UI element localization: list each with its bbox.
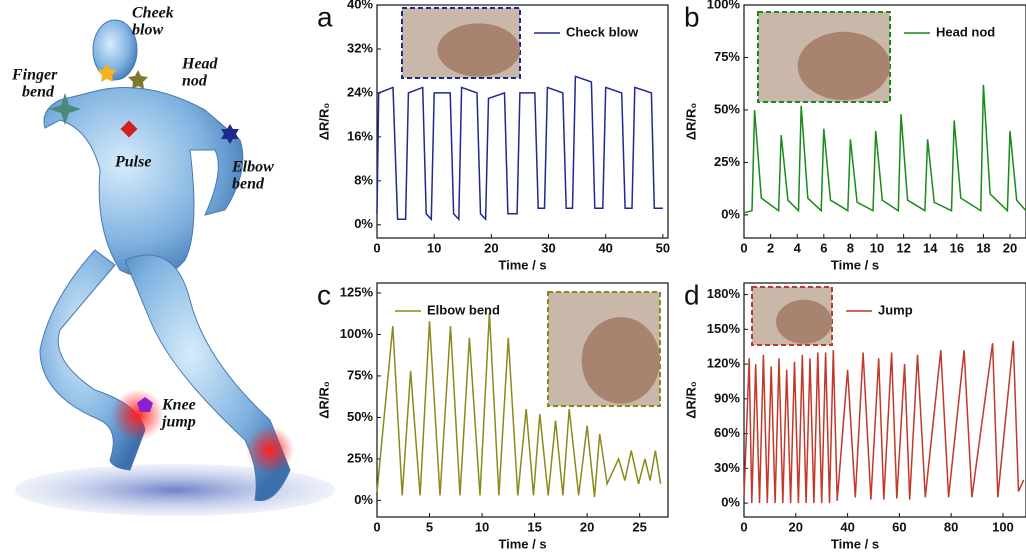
x-tick-label: 0 xyxy=(740,240,747,255)
x-tick-label: 8 xyxy=(847,240,854,255)
panel: 0 5 10 15 20 25 0% 25% 50% 75% 100% 125% Time / s ΔR/… xyxy=(316,279,669,551)
x-axis-label: Time / s xyxy=(498,257,546,272)
x-axis-label: Time / s xyxy=(831,257,879,272)
body-label: Knee xyxy=(161,397,196,414)
legend-label: Elbow bend xyxy=(427,302,500,317)
x-axis-label: Time / s xyxy=(831,536,879,551)
x-tick-label: 10 xyxy=(870,240,884,255)
x-tick-label: 14 xyxy=(923,240,938,255)
legend-label: Jump xyxy=(878,302,913,317)
body-label: blow xyxy=(132,22,163,39)
panel: 0 10 20 30 40 50 0% 8% 16% 24% 32% 40% Time / s ΔR/R₀… xyxy=(316,0,670,272)
inset-photo-subject xyxy=(797,31,890,101)
inset-photo-subject xyxy=(776,299,832,344)
x-tick-label: 10 xyxy=(427,240,441,255)
x-tick-label: 20 xyxy=(580,519,594,534)
body-label: Finger xyxy=(11,67,58,84)
y-tick-label: 60% xyxy=(714,425,740,440)
legend-label: Check blow xyxy=(566,24,639,39)
plot-frame xyxy=(743,4,1026,239)
y-tick-label: 50% xyxy=(714,101,740,116)
panel-label: d xyxy=(684,279,700,310)
panel: 0 2 4 6 8 10 12 14 16 18 20 0% 25% 50% 75% 100% Time / s… xyxy=(683,0,1026,272)
y-axis-label: ΔR/R₀ xyxy=(316,103,331,141)
data-line xyxy=(376,312,662,498)
x-tick-label: 16 xyxy=(950,240,964,255)
x-tick-label: 0 xyxy=(373,240,380,255)
y-tick-label: 40% xyxy=(347,0,373,11)
y-tick-label: 0% xyxy=(354,216,373,231)
y-tick-label: 0% xyxy=(721,495,740,510)
body-label: Pulse xyxy=(114,154,151,171)
data-line xyxy=(743,340,1025,504)
body-label: nod xyxy=(182,73,208,90)
body-label: Head xyxy=(181,56,219,73)
y-tick-label: 125% xyxy=(340,284,374,299)
x-axis-label: Time / s xyxy=(498,536,546,551)
y-tick-label: 75% xyxy=(714,49,740,64)
y-tick-label: 100% xyxy=(340,326,374,341)
x-tick-label: 0 xyxy=(740,519,747,534)
y-tick-label: 50% xyxy=(347,409,373,424)
y-axis-label: ΔR/R₀ xyxy=(683,103,698,141)
data-line xyxy=(376,75,663,222)
runner-illustration xyxy=(15,19,335,516)
x-tick-label: 50 xyxy=(656,240,670,255)
y-axis-label: ΔR/R₀ xyxy=(316,381,331,419)
body-label: jump xyxy=(159,414,196,431)
x-tick-label: 40 xyxy=(598,240,612,255)
y-tick-label: 90% xyxy=(714,390,740,405)
y-tick-label: 32% xyxy=(347,40,373,55)
legend-label: Head nod xyxy=(936,24,995,39)
x-tick-label: 6 xyxy=(820,240,827,255)
panel-label: a xyxy=(317,1,333,32)
x-tick-label: 25 xyxy=(632,519,646,534)
plot-frame xyxy=(376,282,669,518)
x-tick-label: 18 xyxy=(976,240,990,255)
x-tick-label: 4 xyxy=(794,240,802,255)
y-tick-label: 8% xyxy=(354,172,373,187)
y-tick-label: 0% xyxy=(721,206,740,221)
x-tick-label: 60 xyxy=(892,519,906,534)
plot-frame xyxy=(376,4,669,239)
y-tick-label: 120% xyxy=(707,356,741,371)
y-tick-label: 75% xyxy=(347,367,373,382)
x-tick-label: 20 xyxy=(1003,240,1017,255)
x-tick-label: 40 xyxy=(840,519,854,534)
x-tick-label: 5 xyxy=(426,519,433,534)
body-label: Elbow xyxy=(231,159,274,176)
inset-photo-subject xyxy=(581,317,660,404)
x-tick-label: 15 xyxy=(527,519,541,534)
plot-frame xyxy=(743,282,1026,518)
y-tick-label: 150% xyxy=(707,321,741,336)
y-tick-label: 25% xyxy=(347,450,373,465)
y-tick-label: 180% xyxy=(707,286,741,301)
x-tick-label: 20 xyxy=(484,240,498,255)
body-label: bend xyxy=(22,84,55,101)
y-tick-label: 25% xyxy=(714,154,740,169)
y-tick-label: 30% xyxy=(714,460,740,475)
x-tick-label: 12 xyxy=(896,240,910,255)
y-tick-label: 16% xyxy=(347,128,373,143)
y-tick-label: 100% xyxy=(707,0,741,11)
panel-label: b xyxy=(684,1,700,32)
x-tick-label: 2 xyxy=(767,240,774,255)
x-tick-label: 10 xyxy=(475,519,489,534)
x-tick-label: 100 xyxy=(992,519,1014,534)
x-tick-label: 80 xyxy=(944,519,958,534)
body-label: bend xyxy=(232,176,265,193)
body-label: Cheek xyxy=(132,5,174,22)
data-line xyxy=(743,84,1026,214)
panel-label: c xyxy=(317,279,331,310)
x-tick-label: 20 xyxy=(789,519,803,534)
y-axis-label: ΔR/R₀ xyxy=(683,381,698,419)
y-tick-label: 24% xyxy=(347,84,373,99)
inset-photo-subject xyxy=(437,23,520,77)
y-tick-label: 0% xyxy=(354,492,373,507)
x-tick-label: 30 xyxy=(541,240,555,255)
panel: 0 20 40 60 80 100 0% 30% 60% 90% 120% 150% 180% Time … xyxy=(683,279,1026,551)
x-tick-label: 0 xyxy=(373,519,380,534)
